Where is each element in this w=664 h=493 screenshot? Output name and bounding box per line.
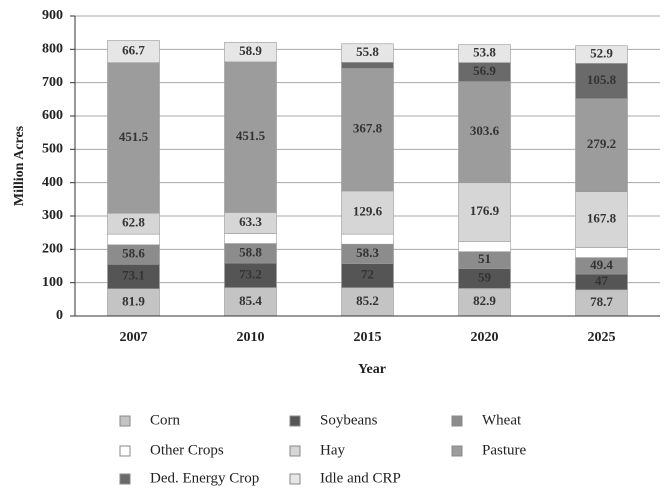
data-label: 129.6 <box>353 204 383 219</box>
data-label: 78.7 <box>590 294 613 309</box>
data-label: 47 <box>595 273 609 288</box>
data-label: 451.5 <box>236 128 266 143</box>
bar-segment <box>107 40 160 64</box>
data-label: 66.7 <box>122 43 145 58</box>
data-label: 58.9 <box>239 43 262 58</box>
legend-label: Ded. Energy Crop <box>150 470 259 486</box>
data-label: 176.9 <box>470 203 500 218</box>
legend-label: Idle and CRP <box>320 470 401 486</box>
bar-segment <box>341 43 394 63</box>
bar-segment <box>575 191 628 248</box>
bar-segment <box>341 233 394 245</box>
data-label: 55.8 <box>356 44 379 59</box>
bar-segment <box>107 264 160 290</box>
y-axis-title: Million Acres <box>12 125 27 206</box>
x-tick-label: 2007 <box>120 330 148 345</box>
bar-segment <box>224 61 277 213</box>
legend-swatch <box>451 415 463 427</box>
bar-segment <box>107 288 160 317</box>
data-label: 82.9 <box>473 293 496 308</box>
x-tick-label: 2020 <box>471 330 499 345</box>
legend-swatch <box>289 415 301 427</box>
y-tick-label: 200 <box>42 242 63 257</box>
bar-segment <box>458 288 511 317</box>
data-label: 105.8 <box>587 72 617 87</box>
y-tick-label: 600 <box>42 108 63 123</box>
y-tick-label: 500 <box>42 142 63 157</box>
data-label: 62.8 <box>122 215 145 230</box>
bar-segment <box>341 190 394 235</box>
data-label: 58.8 <box>239 244 262 259</box>
data-label: 53.8 <box>473 45 496 60</box>
x-tick-label: 2015 <box>354 330 382 345</box>
data-label: 279.2 <box>587 136 616 151</box>
data-label: 367.8 <box>353 121 383 136</box>
y-tick-label: 100 <box>42 275 63 290</box>
data-label: 81.9 <box>122 293 145 308</box>
data-label: 73.1 <box>122 268 145 283</box>
data-label: 167.8 <box>587 211 617 226</box>
bar-segment <box>341 287 394 317</box>
x-tick-label: 2010 <box>237 330 265 345</box>
bar-segment <box>224 262 277 288</box>
bar-segment <box>458 182 511 243</box>
bar-segment <box>341 263 394 288</box>
bar-segment <box>575 247 628 258</box>
legend-swatch <box>119 473 131 485</box>
data-label: 52.9 <box>590 46 613 61</box>
data-label: 72 <box>361 267 374 282</box>
legend-swatch <box>289 445 301 457</box>
legend-label: Wheat <box>482 412 522 428</box>
bar-segment <box>575 98 628 192</box>
legend-label: Pasture <box>482 442 527 458</box>
data-label: 59 <box>478 270 492 285</box>
bar-segment <box>575 63 628 99</box>
bar-segment <box>107 62 160 214</box>
legend-swatch <box>451 445 463 457</box>
data-label: 451.5 <box>119 129 149 144</box>
bar-segment <box>341 62 394 69</box>
data-label: 58.6 <box>122 246 145 261</box>
bar-segment <box>575 289 628 317</box>
legend-swatch <box>119 445 131 457</box>
y-tick-label: 400 <box>42 175 63 190</box>
data-label: 56.9 <box>473 63 496 78</box>
y-tick-label: 700 <box>42 75 63 90</box>
x-axis-title: Year <box>358 362 386 377</box>
bar-segment <box>107 233 160 246</box>
bar-segment <box>458 44 511 63</box>
data-label: 49.4 <box>590 257 613 272</box>
x-tick-label: 2025 <box>588 330 616 345</box>
y-tick-label: 300 <box>42 208 63 223</box>
data-label: 58.3 <box>356 245 379 260</box>
data-label: 73.2 <box>239 266 262 281</box>
data-label: 85.4 <box>239 293 262 308</box>
bar-segment <box>341 68 394 192</box>
data-label: 51 <box>478 251 491 266</box>
legend-label: Hay <box>320 442 345 458</box>
y-tick-label: 900 <box>42 8 63 23</box>
bar-segment <box>575 45 628 64</box>
legend-label: Other Crops <box>150 442 224 458</box>
y-tick-label: 800 <box>42 42 63 57</box>
legend-swatch <box>289 473 301 485</box>
legend-swatch <box>119 415 131 427</box>
bar-segment <box>224 233 277 244</box>
data-label: 303.6 <box>470 123 500 138</box>
bar-segment <box>458 81 511 184</box>
data-label: 85.2 <box>356 293 379 308</box>
y-tick-label: 0 <box>56 308 63 323</box>
bar-segment <box>224 41 277 63</box>
legend-label: Soybeans <box>320 412 378 428</box>
legend-label: Corn <box>150 412 181 428</box>
bar-segment <box>458 241 511 252</box>
data-label: 63.3 <box>239 214 262 229</box>
